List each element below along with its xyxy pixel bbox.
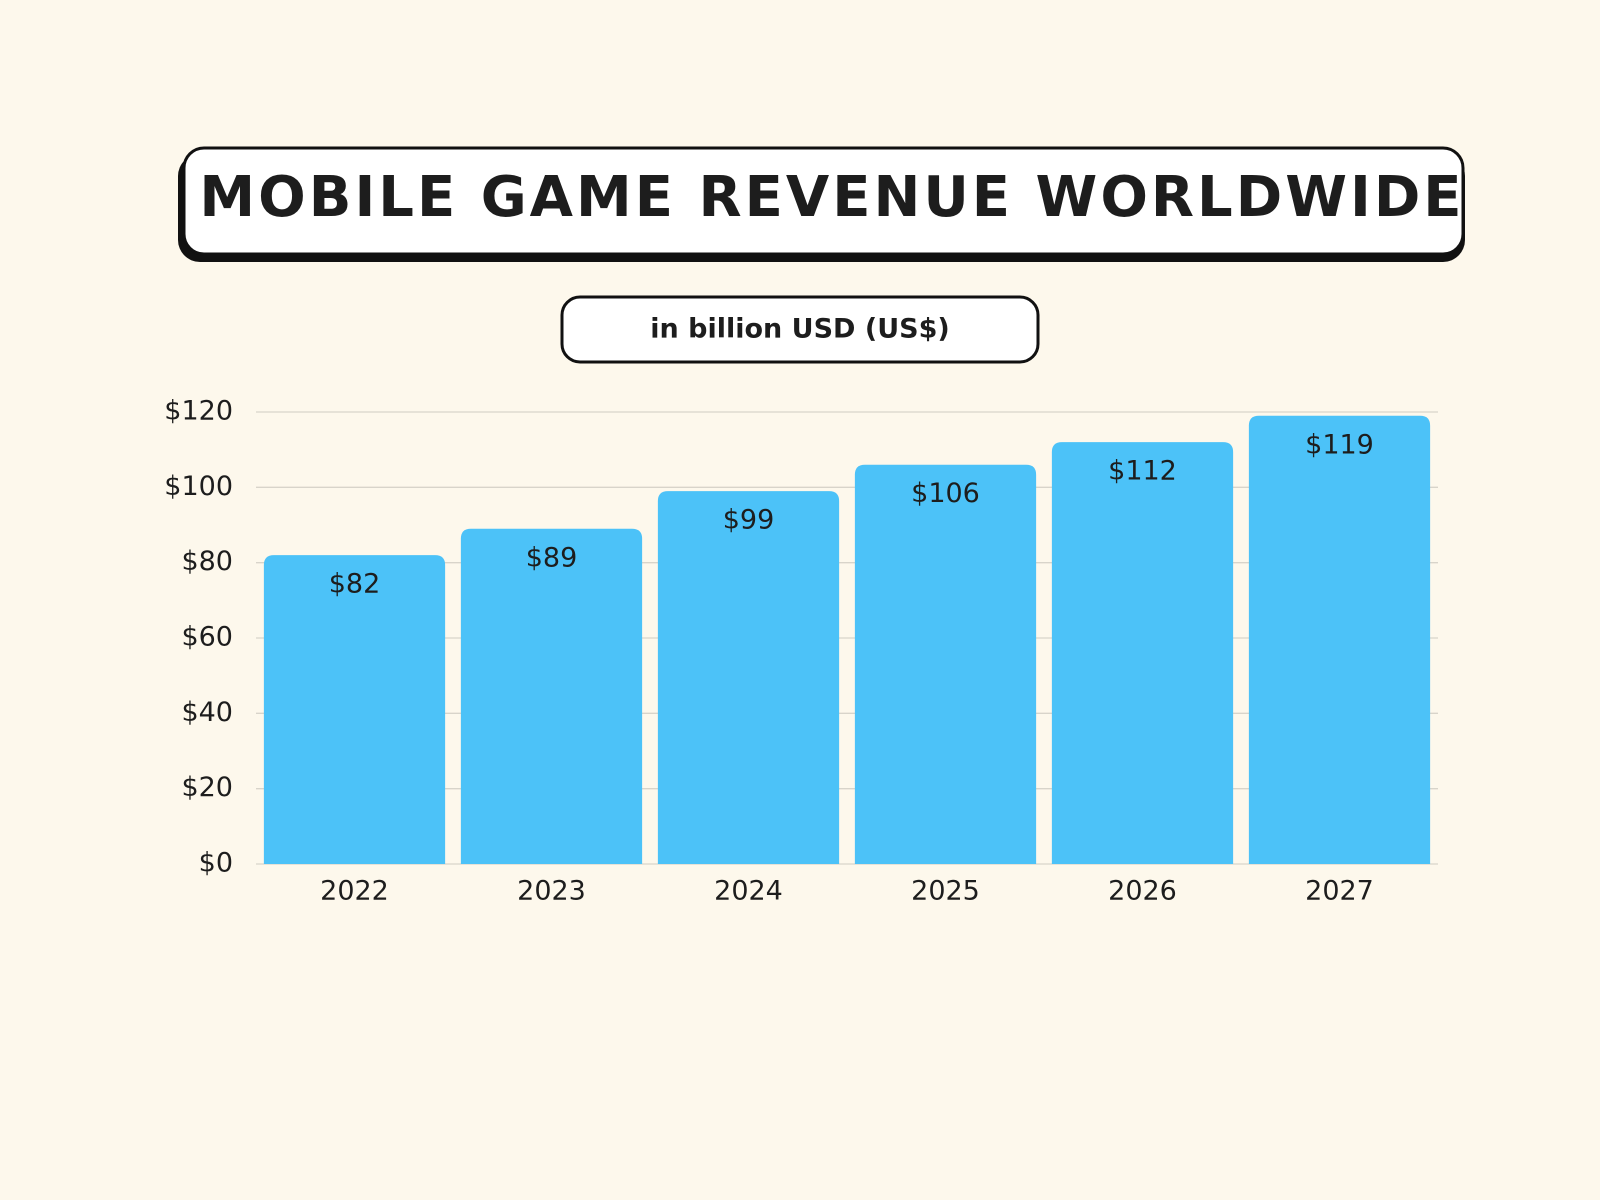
- subtitle-box: [560, 295, 1040, 364]
- x-tick-label: 2026: [1108, 876, 1177, 907]
- bar: [854, 464, 1037, 864]
- y-tick-label: $0: [199, 848, 233, 879]
- chart-title: MOBILE GAME REVENUE WORLDWIDE: [199, 165, 1464, 230]
- value-label: $82: [329, 569, 381, 600]
- bar: [1248, 415, 1431, 864]
- value-label: $112: [1108, 456, 1177, 487]
- bars: 2022 $82 2023 $89 2024 $99 2025 $106 2026 $112 202…: [263, 415, 1431, 907]
- y-tick-label: $80: [181, 546, 233, 577]
- x-tick-label: 2027: [1305, 876, 1374, 907]
- y-tick-label: $40: [181, 697, 233, 728]
- title-box: [182, 146, 1465, 256]
- grid: $0 $20 $40 $60 $80 $100 $120: [164, 396, 1438, 879]
- chart-subtitle: in billion USD (US$): [650, 314, 949, 345]
- y-tick-label: $60: [181, 622, 233, 653]
- x-tick-label: 2023: [517, 876, 586, 907]
- y-tick-label: $120: [164, 396, 233, 427]
- y-tick-label: $100: [164, 471, 233, 502]
- y-tick-label: $20: [181, 772, 233, 803]
- value-label: $106: [911, 478, 980, 509]
- x-tick-label: 2022: [320, 876, 389, 907]
- bar: [263, 555, 446, 864]
- bar: [460, 528, 643, 864]
- x-tick-label: 2024: [714, 876, 783, 907]
- value-label: $89: [526, 542, 578, 573]
- value-label: $99: [723, 505, 775, 536]
- bar: [1051, 442, 1234, 864]
- bar: [657, 491, 840, 864]
- value-label: $119: [1305, 429, 1374, 460]
- x-tick-label: 2025: [911, 876, 980, 907]
